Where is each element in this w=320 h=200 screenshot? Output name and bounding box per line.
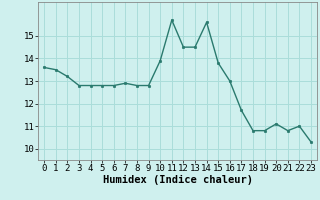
X-axis label: Humidex (Indice chaleur): Humidex (Indice chaleur) <box>103 175 252 185</box>
